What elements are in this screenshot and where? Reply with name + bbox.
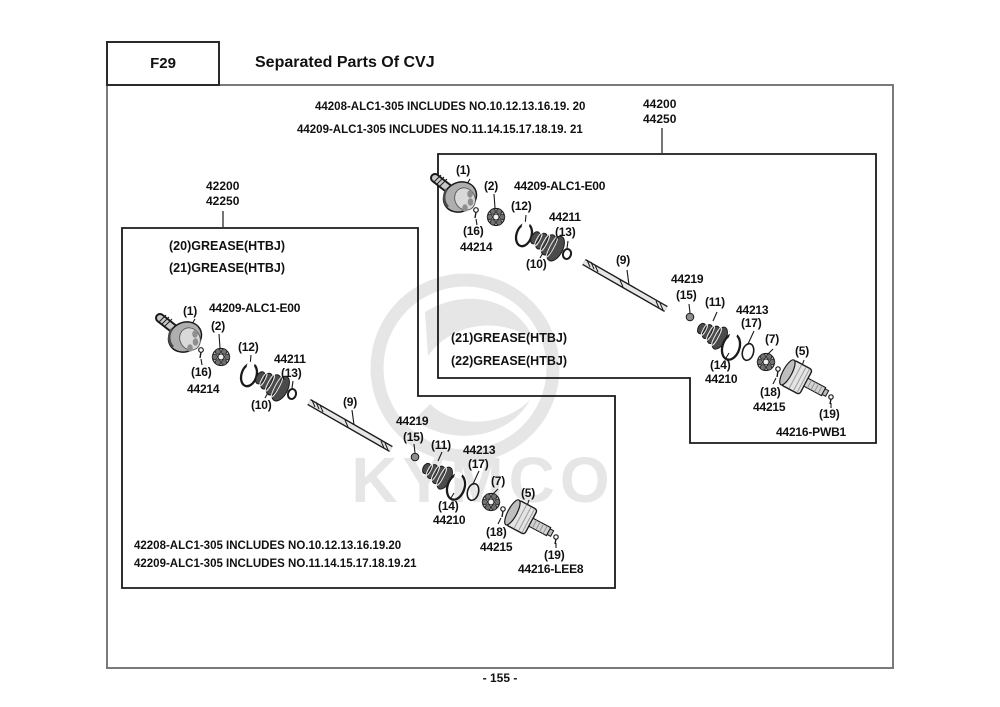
- right-grease-note-2: (22)GREASE(HTBJ): [451, 354, 567, 368]
- kymco-watermark: KYMCO: [351, 273, 614, 516]
- figure-code-box: [106, 41, 220, 86]
- left-assembly-ref-2: 42250: [206, 194, 240, 208]
- left-grease-note-1: (20)GREASE(HTBJ): [169, 239, 285, 253]
- left-grease-note-2: (21)GREASE(HTBJ): [169, 261, 285, 275]
- top-note-1: 44208-ALC1-305 INCLUDES NO.10.12.13.16.1…: [315, 101, 586, 113]
- top-note-2: 44209-ALC1-305 INCLUDES NO.11.14.15.17.1…: [297, 124, 583, 136]
- right-grease-note-1: (21)GREASE(HTBJ): [451, 331, 567, 345]
- left-includes-note-1: 42208-ALC1-305 INCLUDES NO.10.12.13.16.1…: [134, 540, 402, 552]
- page-title: Separated Parts Of CVJ: [255, 54, 435, 71]
- right-assembly-ref-2: 44250: [643, 112, 677, 126]
- page-number: - 155 -: [482, 671, 518, 685]
- watermark-text: KYMCO: [351, 444, 614, 516]
- main-frame: [106, 84, 894, 669]
- right-parts-box: [437, 153, 877, 444]
- right-assembly-ref-1: 44200: [643, 97, 677, 111]
- figure-code: F29: [150, 55, 176, 72]
- left-parts-box: [121, 227, 616, 589]
- left-includes-note-2: 42209-ALC1-305 INCLUDES NO.11.14.15.17.1…: [134, 558, 417, 570]
- left-assembly-ref-1: 42200: [206, 179, 240, 193]
